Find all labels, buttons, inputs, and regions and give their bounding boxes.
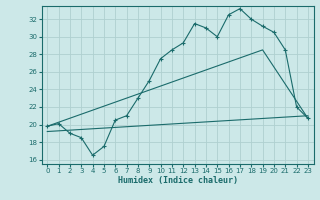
X-axis label: Humidex (Indice chaleur): Humidex (Indice chaleur) bbox=[118, 176, 237, 185]
